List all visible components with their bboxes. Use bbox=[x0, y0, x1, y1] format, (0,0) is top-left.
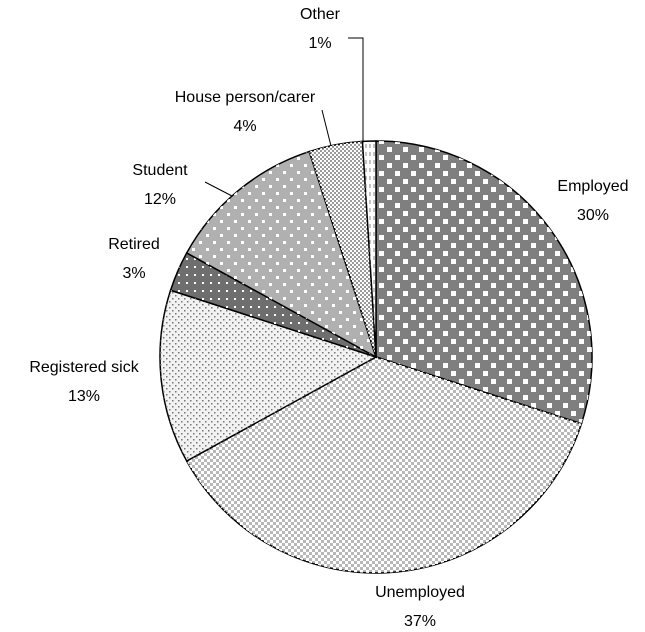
slice-pattern bbox=[160, 290, 376, 462]
slice-label: Other bbox=[300, 6, 341, 23]
slice-label: Student bbox=[132, 162, 188, 179]
slice-value-label: 3% bbox=[122, 265, 145, 282]
slice-label: Retired bbox=[108, 236, 160, 253]
slice-value-label: 1% bbox=[308, 35, 331, 52]
slice-label: House person/carer bbox=[175, 89, 316, 106]
slice-value-label: 13% bbox=[68, 388, 100, 405]
slice-value-label: 4% bbox=[233, 118, 256, 135]
slice-pattern bbox=[170, 252, 376, 357]
leader-line bbox=[348, 37, 364, 143]
slice-pattern bbox=[376, 141, 592, 424]
labels: Employed 30% Unemployed 37% Registered sick 1… bbox=[29, 6, 628, 630]
slice-pattern bbox=[186, 357, 582, 574]
slice-label: Employed bbox=[557, 178, 628, 195]
slice-value-label: 12% bbox=[144, 191, 176, 208]
pie bbox=[159, 140, 593, 574]
slice-pattern bbox=[186, 151, 376, 357]
leader-line bbox=[321, 109, 332, 147]
slice-value-label: 30% bbox=[577, 207, 609, 224]
leader-line bbox=[204, 181, 233, 197]
slice-value-label: 37% bbox=[404, 613, 436, 630]
slice-pattern bbox=[362, 141, 376, 357]
slice-label: Registered sick bbox=[29, 359, 139, 376]
slice-label: Unemployed bbox=[375, 584, 465, 601]
slice-pattern bbox=[309, 141, 376, 357]
